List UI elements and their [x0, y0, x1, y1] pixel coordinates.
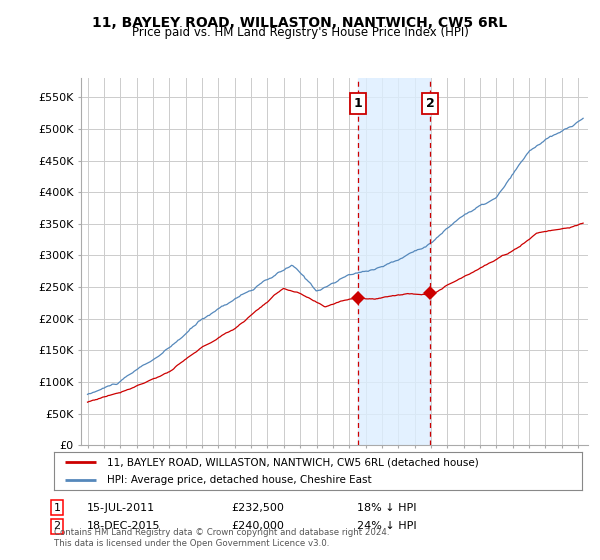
Bar — [358, 78, 430, 445]
Text: 1: 1 — [53, 503, 61, 513]
Text: 2: 2 — [426, 97, 435, 110]
Text: 18-DEC-2015: 18-DEC-2015 — [87, 521, 161, 531]
Text: 11, BAYLEY ROAD, WILLASTON, NANTWICH, CW5 6RL: 11, BAYLEY ROAD, WILLASTON, NANTWICH, CW… — [92, 16, 508, 30]
Text: 2: 2 — [53, 521, 61, 531]
Text: 24% ↓ HPI: 24% ↓ HPI — [357, 521, 416, 531]
Text: HPI: Average price, detached house, Cheshire East: HPI: Average price, detached house, Ches… — [107, 475, 371, 485]
Text: Contains HM Land Registry data © Crown copyright and database right 2024.
This d: Contains HM Land Registry data © Crown c… — [54, 528, 389, 548]
Text: £232,500: £232,500 — [231, 503, 284, 513]
Text: £240,000: £240,000 — [231, 521, 284, 531]
Text: 15-JUL-2011: 15-JUL-2011 — [87, 503, 155, 513]
Text: Price paid vs. HM Land Registry's House Price Index (HPI): Price paid vs. HM Land Registry's House … — [131, 26, 469, 39]
Text: 11, BAYLEY ROAD, WILLASTON, NANTWICH, CW5 6RL (detached house): 11, BAYLEY ROAD, WILLASTON, NANTWICH, CW… — [107, 457, 479, 467]
Text: 1: 1 — [353, 97, 362, 110]
Text: 18% ↓ HPI: 18% ↓ HPI — [357, 503, 416, 513]
